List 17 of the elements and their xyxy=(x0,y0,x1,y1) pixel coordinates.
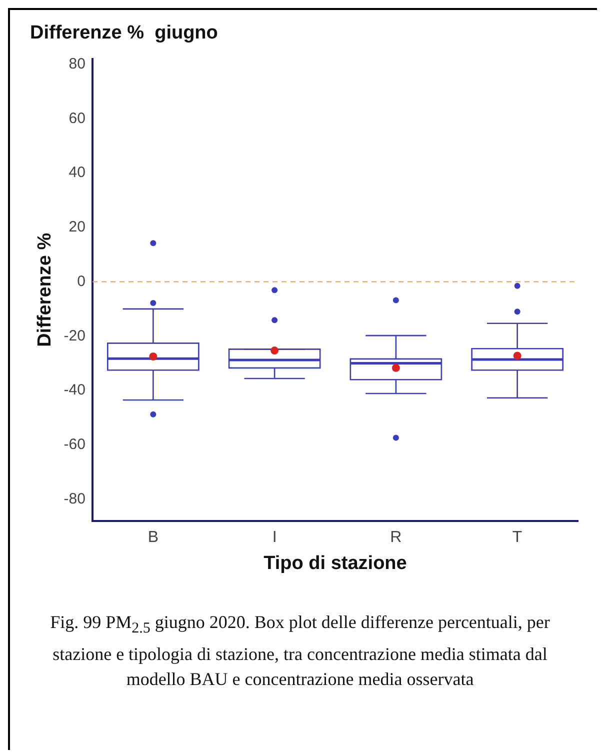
y-tick-label: 20 xyxy=(68,218,86,236)
y-tick-label: -80 xyxy=(64,490,86,508)
x-tick-label: B xyxy=(148,529,159,546)
y-tick-label: -40 xyxy=(64,382,86,399)
chart-title: Differenze % giugno xyxy=(30,22,218,44)
y-tick-label: -60 xyxy=(64,436,86,454)
x-tick-label: I xyxy=(272,529,277,546)
x-axis-title: Tipo di stazione xyxy=(264,552,407,574)
x-tick-label: R xyxy=(390,529,402,546)
caption: Fig. 99 PM$_{2.5}$ giugno 2020. Box plot delle differenze percentuali, per stazione e tipologia di stazione, tra concentrazione media stimata dal modello BAU e concentrazione media osservata xyxy=(50,611,550,691)
y-tick-label: 40 xyxy=(68,164,86,182)
y-tick-label: 60 xyxy=(68,110,86,127)
y-axis-title: Differenze % xyxy=(34,232,56,347)
y-tick-label: -20 xyxy=(64,327,86,344)
x-tick-label: T xyxy=(512,529,522,546)
y-tick-label: 0 xyxy=(77,272,86,290)
y-tick-label: 80 xyxy=(68,55,86,72)
